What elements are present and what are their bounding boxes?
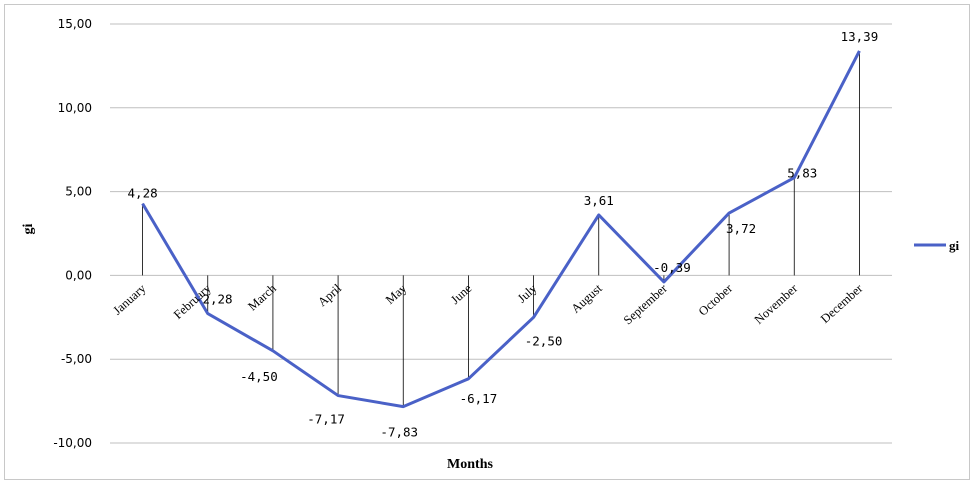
x-tick-label: May [383, 281, 410, 307]
data-label: -2,28 [195, 292, 233, 307]
series-layer [141, 50, 861, 409]
data-label: -2,50 [525, 333, 563, 348]
data-label: 3,72 [726, 221, 756, 236]
legend: gi [914, 238, 960, 253]
y-tick-label: 0,00 [65, 268, 92, 282]
data-labels: 4,28 -2,28 -4,50 -7,17 -7,83 -6,17 -2,50 3,61 -0… [128, 29, 879, 440]
data-label: -0,39 [653, 260, 691, 275]
x-tick-label: November [752, 281, 801, 327]
legend-label: gi [949, 238, 960, 253]
x-tick-label: March [245, 281, 279, 314]
x-tick-label: June [448, 281, 475, 307]
series-line-gi [141, 50, 861, 409]
data-label: -6,17 [460, 391, 498, 406]
drop-lines [142, 50, 860, 407]
gridlines [110, 23, 892, 444]
x-tick-label: September [621, 281, 671, 328]
data-label: 4,28 [128, 186, 158, 201]
x-tick-label: April [315, 281, 344, 309]
data-label: -4,50 [240, 369, 278, 384]
data-label: -7,83 [380, 425, 418, 440]
y-tick-label: 15,00 [58, 17, 92, 31]
y-axis-title: gi [21, 223, 36, 234]
data-label: 13,39 [841, 29, 879, 44]
y-tick-label: -5,00 [61, 352, 92, 366]
y-tick-label: 5,00 [65, 185, 92, 199]
y-tick-labels: 15,00 10,00 5,00 0,00 -5,00 -10,00 [53, 17, 92, 450]
x-axis-title: Months [447, 457, 493, 472]
data-label: 3,61 [584, 193, 614, 208]
x-tick-label: July [515, 281, 540, 306]
y-tick-label: -10,00 [53, 436, 92, 450]
x-tick-label: January [110, 281, 149, 318]
x-tick-label: October [696, 281, 736, 319]
x-tick-label: December [818, 281, 866, 326]
data-label: -7,17 [307, 412, 345, 427]
data-label: 5,83 [787, 166, 817, 181]
x-tick-label: August [569, 281, 606, 316]
y-tick-label: 10,00 [58, 101, 92, 115]
